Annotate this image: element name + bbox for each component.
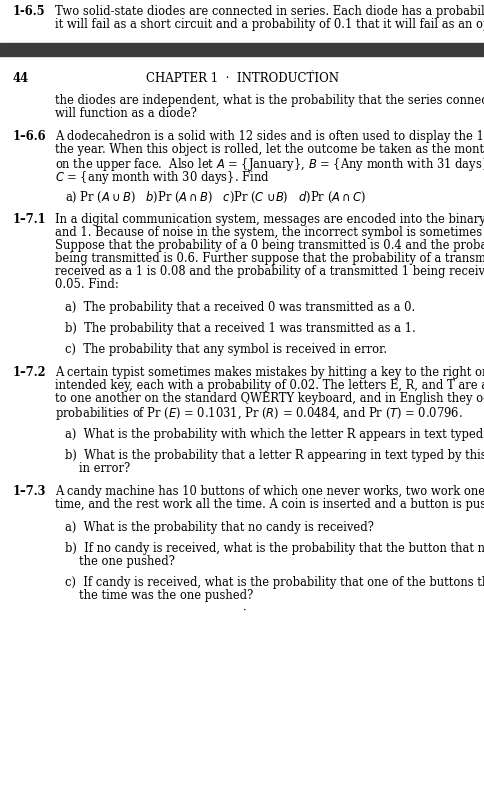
Text: being transmitted is 0.6. Further suppose that the probability of a transmitted : being transmitted is 0.6. Further suppos… [55,252,484,265]
Text: and 1. Because of noise in the system, the incorrect symbol is sometimes receive: and 1. Because of noise in the system, t… [55,226,484,239]
Text: a)  What is the probability that no candy is received?: a) What is the probability that no candy… [65,521,374,534]
Text: ·: · [243,606,247,616]
Text: CHAPTER 1  ·  INTRODUCTION: CHAPTER 1 · INTRODUCTION [146,72,338,85]
Text: b)  If no candy is received, what is the probability that the button that never : b) If no candy is received, what is the … [65,542,484,555]
Bar [0,43,484,56]
Text: the diodes are independent, what is the probability that the series connection o: the diodes are independent, what is the … [55,94,484,107]
Text: 1–7.1: 1–7.1 [13,213,46,226]
Text: time, and the rest work all the time. A coin is inserted and a button is pushed : time, and the rest work all the time. A … [55,498,484,511]
Text: it will fail as a short circuit and a probability of 0.1 that it will fail as an: it will fail as a short circuit and a pr… [55,18,484,31]
Text: $C$ = {any month with 30 days}. Find: $C$ = {any month with 30 days}. Find [55,169,270,186]
Text: c)  The probability that any symbol is received in error.: c) The probability that any symbol is re… [65,343,387,356]
Text: 1–7.3: 1–7.3 [13,485,46,498]
Text: on the upper face.  Also let $A$ = {January}, $B$ = {Any month with 31 days}, an: on the upper face. Also let $A$ = {Janua… [55,156,484,173]
Text: a) Pr ($A \cup B$)   $b$)Pr ($A \cap B$)   $c$)Pr ($C$ $\cup B$)   $d$)Pr ($A \c: a) Pr ($A \cup B$) $b$)Pr ($A \cap B$) $… [65,190,366,205]
Text: to one another on the standard QWERTY keyboard, and in English they occur with: to one another on the standard QWERTY ke… [55,392,484,405]
Text: intended key, each with a probability of 0.02. The letters E, R, and T are adjac: intended key, each with a probability of… [55,379,484,392]
Text: a)  The probability that a received 0 was transmitted as a 0.: a) The probability that a received 0 was… [65,301,415,314]
Text: b)  The probability that a received 1 was transmitted as a 1.: b) The probability that a received 1 was… [65,322,416,335]
Text: in error?: in error? [79,462,130,475]
Text: 44: 44 [13,72,29,85]
Text: Suppose that the probability of a 0 being transmitted is 0.4 and the probability: Suppose that the probability of a 0 bein… [55,239,484,252]
Text: c)  If candy is received, what is the probability that one of the buttons that w: c) If candy is received, what is the pro… [65,576,484,589]
Text: 1-6.5: 1-6.5 [13,5,45,18]
Text: a)  What is the probability with which the letter R appears in text typed by thi: a) What is the probability with which th… [65,428,484,441]
Text: the one pushed?: the one pushed? [79,555,175,568]
Text: probabilities of Pr ($E$) = 0.1031, Pr ($R$) = 0.0484, and Pr ($T$) = 0.0796.: probabilities of Pr ($E$) = 0.1031, Pr (… [55,405,463,422]
Text: 1–7.2: 1–7.2 [13,366,46,379]
Text: 1–6.6: 1–6.6 [13,130,46,143]
Text: the time was the one pushed?: the time was the one pushed? [79,589,253,602]
Text: b)  What is the probability that a letter R appearing in text typed by this typi: b) What is the probability that a letter… [65,449,484,462]
Text: the year. When this object is rolled, let the outcome be taken as the month appe: the year. When this object is rolled, le… [55,143,484,156]
Text: A dodecahedron is a solid with 12 sides and is often used to display the 12 mont: A dodecahedron is a solid with 12 sides … [55,130,484,143]
Text: will function as a diode?: will function as a diode? [55,107,197,120]
Text: 0.05. Find:: 0.05. Find: [55,278,119,291]
Text: ·: · [310,67,312,75]
Text: In a digital communication system, messages are encoded into the binary symbols : In a digital communication system, messa… [55,213,484,226]
Text: A certain typist sometimes makes mistakes by hitting a key to the right or left : A certain typist sometimes makes mistake… [55,366,484,379]
Text: A candy machine has 10 buttons of which one never works, two work one-half the: A candy machine has 10 buttons of which … [55,485,484,498]
Text: received as a 1 is 0.08 and the probability of a transmitted 1 being received as: received as a 1 is 0.08 and the probabil… [55,265,484,278]
Text: Two solid-state diodes are connected in series. Each diode has a probability of : Two solid-state diodes are connected in … [55,5,484,18]
